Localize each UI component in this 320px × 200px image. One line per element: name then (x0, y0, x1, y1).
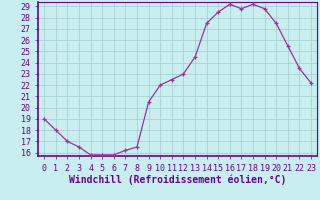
X-axis label: Windchill (Refroidissement éolien,°C): Windchill (Refroidissement éolien,°C) (69, 174, 286, 185)
